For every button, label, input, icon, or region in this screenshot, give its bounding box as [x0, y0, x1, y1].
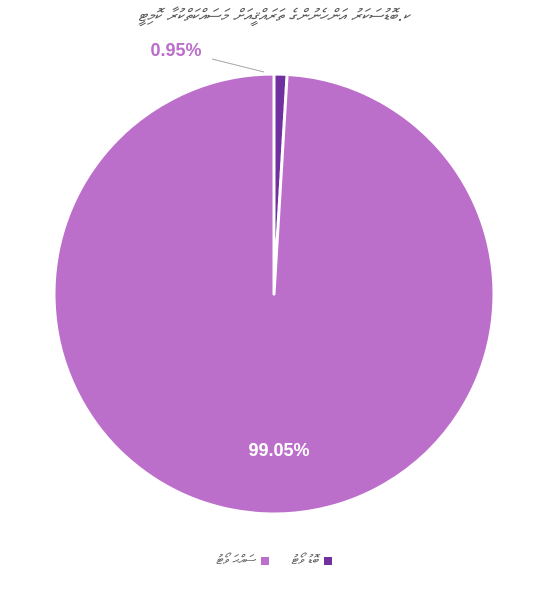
data-label-large: 99.05% [248, 440, 309, 460]
legend-swatch [261, 556, 270, 565]
legend-swatch [324, 556, 333, 565]
data-label-small: 0.95% [150, 40, 201, 60]
legend-item: ބޮޑު ވޯޓު [291, 553, 333, 568]
chart-title: ކ.ބޮޑުސަކަރު އަންހެނުންގެ ތަރައްޤީއަށް މ… [138, 6, 410, 26]
pie-slice-1 [52, 72, 496, 516]
pie-slices [52, 72, 496, 516]
legend: ބޮޑު ވޯޓު ސައްޙަ ވޯޓު [0, 553, 548, 568]
legend-label: ސައްޙަ ވޯޓު [215, 553, 256, 568]
legend-item: ސައްޙަ ވޯޓު [215, 553, 270, 568]
legend-label: ބޮޑު ވޯޓު [291, 553, 319, 568]
leader-line [211, 58, 265, 73]
